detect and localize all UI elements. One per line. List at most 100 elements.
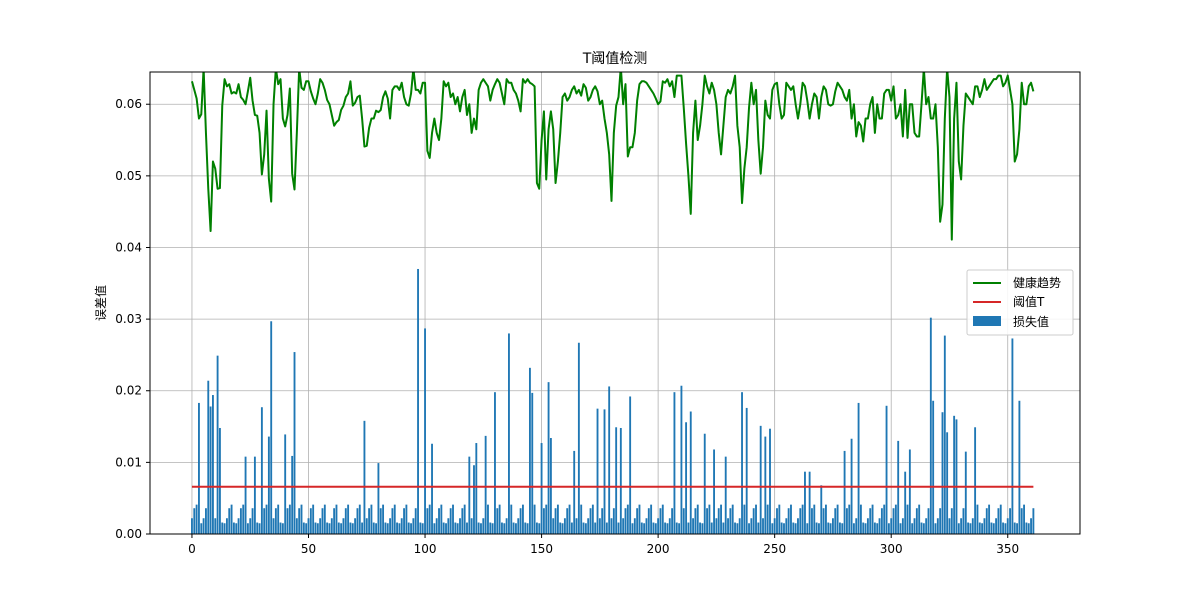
y-axis-label: 误差值 [93,285,108,321]
loss-bar [950,508,953,534]
y-tick-label: 0.03 [115,312,142,326]
loss-bar [212,395,214,534]
loss-bar [990,522,993,534]
loss-bar [573,450,576,534]
loss-bar [706,508,708,534]
loss-bar [666,523,669,534]
loss-bar [482,518,485,534]
loss-bar [396,522,398,534]
loss-bar [477,522,480,534]
loss-bar [470,518,473,534]
loss-bar [871,504,874,534]
loss-bar [594,522,597,534]
loss-bar [272,518,275,534]
loss-bar [314,522,317,534]
loss-bar [857,402,860,534]
y-tick-label: 0.06 [115,97,142,111]
loss-bar [678,523,681,534]
loss-bar [209,406,212,534]
loss-bar [687,522,690,534]
legend: 健康趋势 阈值T 损失值 [966,269,1074,336]
loss-bar [232,522,235,534]
loss-bar [636,508,639,534]
loss-bar [787,508,790,534]
loss-bar [988,504,991,534]
loss-bar [370,504,373,534]
loss-bar [671,508,674,534]
loss-bar [312,504,315,534]
loss-bar [985,508,988,534]
loss-bar [249,518,252,534]
plot-frame [149,71,1081,535]
loss-bar [291,455,294,534]
loss-bar [487,504,489,534]
loss-bar [866,518,869,534]
loss-bar [640,522,643,534]
loss-bar [410,523,412,534]
loss-bar [281,523,284,534]
loss-bar [612,508,615,534]
loss-bar [668,518,671,534]
loss-bar [456,523,459,534]
loss-bar [591,504,594,534]
loss-bar [638,504,641,534]
loss-bar [880,508,883,534]
loss-bar [333,508,336,534]
loss-bar [876,523,879,534]
loss-bar [407,522,410,534]
loss-bar [566,508,569,534]
loss-bar [652,522,655,534]
loss-bar [361,522,364,534]
loss-bar [829,523,832,534]
loss-bar [755,504,757,534]
loss-bar [375,523,378,534]
loss-bar [773,518,776,534]
loss-bar [398,523,401,534]
loss-bar [689,411,692,534]
legend-label-threshold: 阈值T [1013,294,1045,309]
loss-bar [918,504,921,534]
loss-bar [797,518,799,534]
loss-bar [843,450,846,534]
loss-bar [841,523,844,534]
loss-bar [894,504,897,534]
loss-bar [778,504,781,534]
loss-bar [221,522,224,534]
loss-bar [368,508,371,534]
loss-bar [230,504,233,534]
loss-bar [237,518,240,534]
loss-bar [745,407,748,534]
loss-bar [731,504,734,534]
loss-bar [491,523,494,534]
loss-bar [1020,508,1023,534]
loss-bar [911,523,914,534]
loss-bar [957,523,960,534]
loss-bar [540,443,543,534]
loss-bar [622,518,625,534]
y-tick-label: 0.04 [115,240,142,254]
loss-bar [563,518,566,534]
loss-bar [239,508,242,534]
loss-bar [205,508,207,534]
loss-bar [976,504,979,534]
loss-bar [489,522,492,534]
loss-bar [438,508,440,534]
loss-bar [505,518,508,534]
loss-bar [286,508,289,534]
loss-bar [643,523,646,534]
loss-bar [645,518,648,534]
loss-bar [769,428,771,534]
loss-bar [929,317,932,534]
loss-bar [890,518,893,534]
loss-bar [995,518,998,534]
loss-bar [883,504,886,534]
loss-bar [948,518,951,534]
loss-bar [526,523,529,534]
loss-bar [720,504,722,534]
loss-bar [440,504,443,534]
loss-bar [466,522,468,534]
loss-bar [377,463,380,534]
axis-ticks: 0 50 100 150 200 250 300 350 0.00 0.01 0.02 0.03 0.0… [115,97,1019,556]
loss-bar [852,523,855,534]
loss-bar [582,522,585,534]
